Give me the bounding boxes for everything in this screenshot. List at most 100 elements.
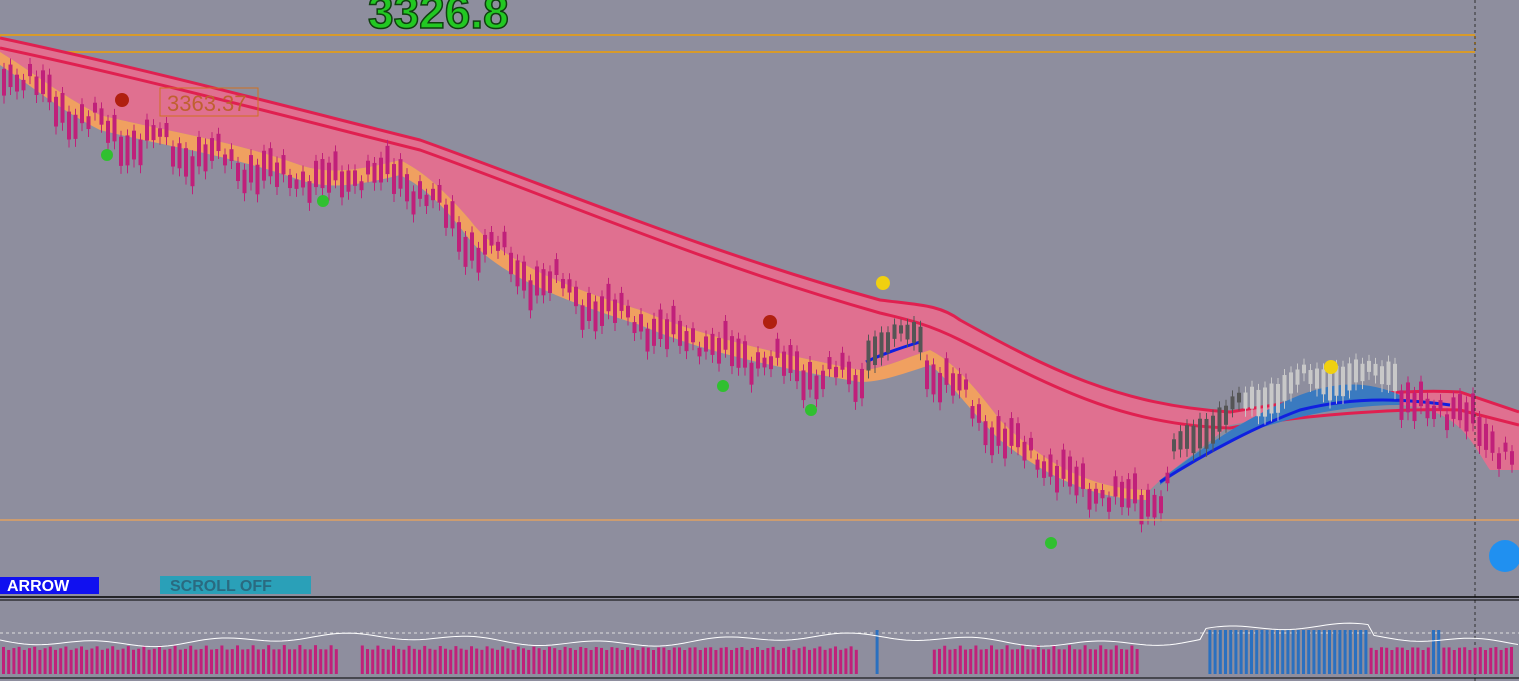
histogram-bar xyxy=(454,646,458,674)
candle xyxy=(1419,381,1423,407)
histogram-bar xyxy=(683,649,687,674)
histogram-bar xyxy=(7,649,11,674)
candle xyxy=(1295,369,1300,385)
arrow-button-bg xyxy=(0,577,99,594)
histogram-bar xyxy=(1499,649,1503,674)
candle xyxy=(314,160,318,188)
histogram-bar xyxy=(12,648,16,674)
histogram-bar xyxy=(189,645,193,674)
histogram-bar xyxy=(990,645,993,674)
histogram-bar xyxy=(1052,645,1056,674)
candle xyxy=(99,108,104,125)
histogram-bar xyxy=(516,646,520,674)
candle xyxy=(1302,364,1306,374)
histogram-bar xyxy=(1026,649,1030,674)
candle xyxy=(346,170,351,192)
candle xyxy=(450,201,455,229)
histogram-bar xyxy=(324,649,328,674)
candle xyxy=(931,364,936,395)
candle xyxy=(1367,360,1371,372)
histogram-bar xyxy=(1125,649,1129,674)
candle xyxy=(619,292,624,311)
histogram-bar xyxy=(1234,630,1238,674)
histogram-bar xyxy=(381,648,385,674)
histogram-bar xyxy=(449,649,453,674)
histogram-bar xyxy=(54,649,57,674)
histogram-bar xyxy=(376,645,380,674)
histogram-bar xyxy=(979,649,983,674)
histogram-bar xyxy=(1447,647,1451,674)
histogram-bar xyxy=(470,646,473,674)
histogram-bar xyxy=(1411,647,1415,674)
histogram-bar xyxy=(745,649,749,674)
histogram-bar xyxy=(17,646,21,674)
histogram-bar xyxy=(251,645,255,674)
histogram-bar xyxy=(1088,649,1092,674)
candle xyxy=(951,373,955,396)
scroll-button[interactable]: SCROLL OFF xyxy=(170,578,272,595)
lower-band xyxy=(0,52,1150,500)
candle xyxy=(418,181,422,199)
histogram-bar xyxy=(740,647,744,674)
histogram-bar xyxy=(1099,645,1103,674)
candle xyxy=(210,138,214,161)
candle xyxy=(1510,451,1514,465)
candle xyxy=(359,181,364,191)
candle xyxy=(769,356,773,370)
histogram-bar xyxy=(969,649,973,674)
oscillator-line xyxy=(0,622,1519,648)
histogram-bar xyxy=(678,647,681,674)
candle xyxy=(1061,449,1066,479)
histogram-bar xyxy=(657,647,661,674)
candle xyxy=(912,321,916,343)
candle xyxy=(957,373,962,391)
candle xyxy=(340,171,344,198)
candle xyxy=(229,149,234,162)
candle xyxy=(190,156,195,187)
histogram-bar xyxy=(402,649,406,674)
histogram-bar xyxy=(298,645,302,674)
candle xyxy=(671,305,676,335)
candle xyxy=(366,160,370,175)
arrow-button[interactable]: ARROW xyxy=(7,578,70,595)
candle xyxy=(203,144,208,172)
candle xyxy=(1159,496,1163,514)
histogram-bar xyxy=(1000,649,1004,674)
histogram-bar xyxy=(1042,649,1045,674)
histogram-bar xyxy=(938,648,941,674)
marker xyxy=(876,276,890,290)
candle xyxy=(522,261,526,291)
candle xyxy=(626,305,630,318)
histogram-bar xyxy=(1120,649,1123,674)
candle xyxy=(678,320,682,346)
histogram-bar xyxy=(1057,649,1061,674)
candle xyxy=(879,332,884,358)
histogram-bar xyxy=(704,647,707,674)
histogram-bar xyxy=(1094,649,1097,674)
candle xyxy=(405,174,409,202)
histogram-bar xyxy=(132,649,135,674)
candle xyxy=(756,352,760,369)
histogram-bar xyxy=(116,649,120,674)
candle xyxy=(197,136,201,167)
histogram-bar xyxy=(943,645,947,674)
histogram-bar xyxy=(756,646,759,674)
marker xyxy=(1489,540,1519,572)
candle xyxy=(567,279,572,293)
histogram-bar xyxy=(839,649,843,674)
histogram-bar xyxy=(74,648,78,674)
price-label-box xyxy=(159,87,259,117)
candle xyxy=(132,130,136,160)
candle xyxy=(1393,363,1397,392)
histogram-bar xyxy=(1338,630,1342,674)
histogram-bar xyxy=(1036,645,1040,674)
histogram-bar xyxy=(724,647,728,674)
histogram-bar xyxy=(163,649,167,674)
candle xyxy=(1360,363,1365,382)
histogram-bar xyxy=(397,648,401,674)
histogram-bar xyxy=(600,647,603,674)
histogram-bar xyxy=(1442,647,1446,674)
candle xyxy=(158,128,162,137)
candle xyxy=(652,318,656,346)
candle xyxy=(1373,363,1378,376)
